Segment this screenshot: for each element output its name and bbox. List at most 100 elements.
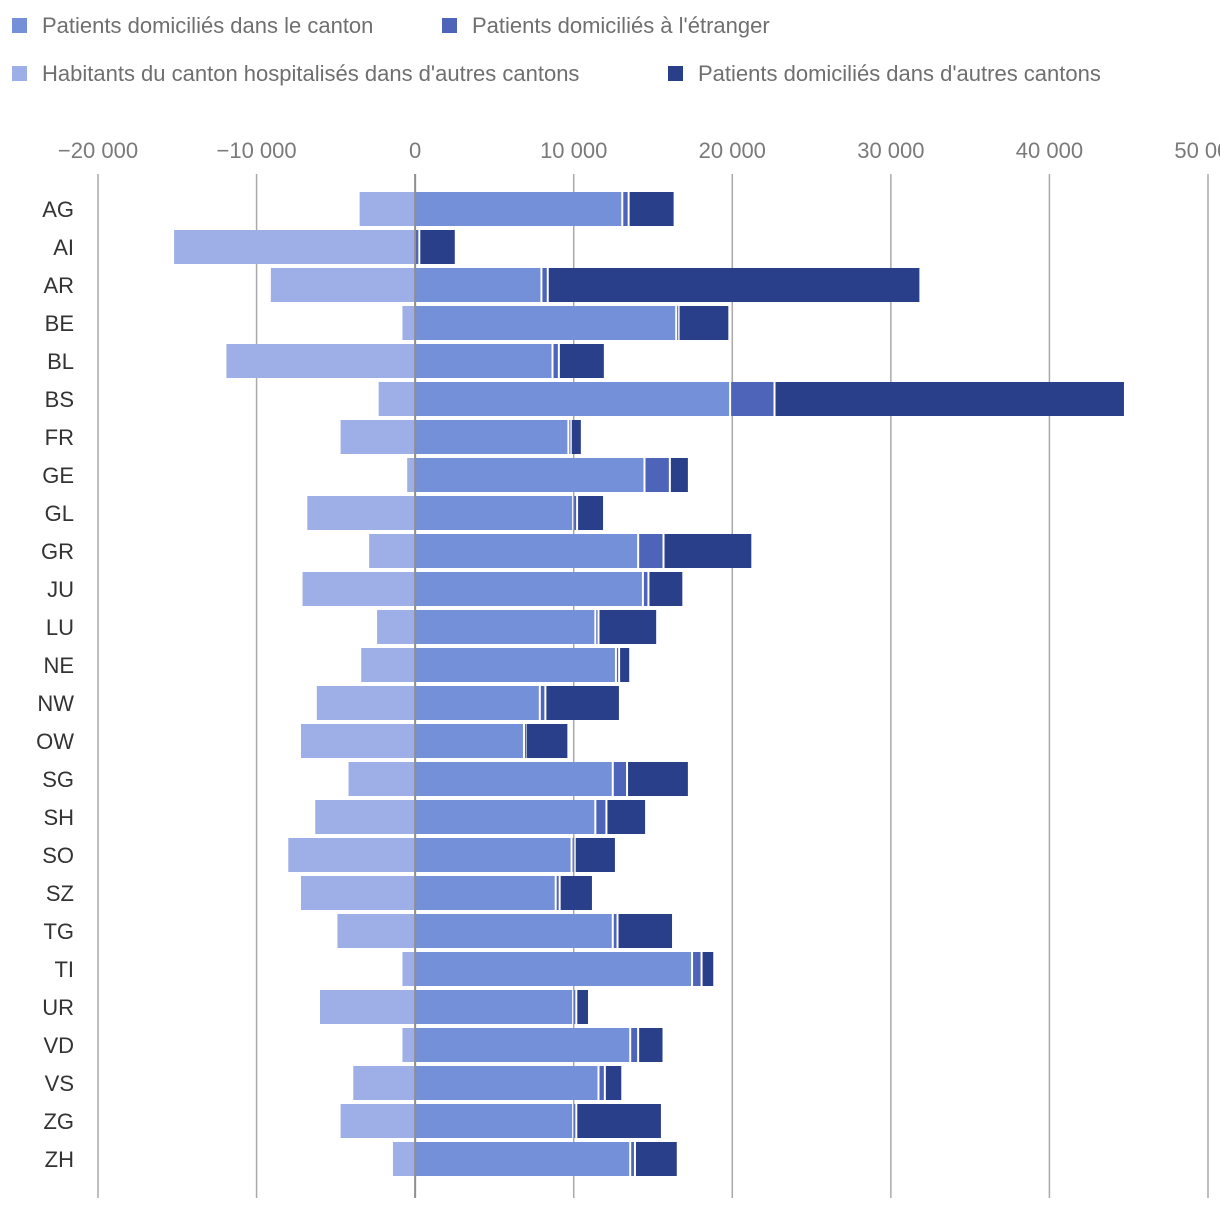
bar-so-habitants-du-canton-hospitalises-dans-d-autres-cantons[interactable] xyxy=(288,838,416,872)
bar-vd-patients-domicilies-dans-d-autres-cantons[interactable] xyxy=(639,1028,663,1062)
bar-fr-patients-domicilies-dans-d-autres-cantons[interactable] xyxy=(571,420,581,454)
bar-ow-patients-domicilies-dans-le-canton[interactable] xyxy=(415,724,523,758)
bar-vd-patients-domicilies-a-l-etranger[interactable] xyxy=(631,1028,638,1062)
bar-ne-habitants-du-canton-hospitalises-dans-d-autres-cantons[interactable] xyxy=(361,648,416,682)
bar-gl-patients-domicilies-a-l-etranger[interactable] xyxy=(574,496,577,530)
bar-ur-patients-domicilies-a-l-etranger[interactable] xyxy=(574,990,576,1024)
bar-ar-patients-domicilies-dans-le-canton[interactable] xyxy=(415,268,541,302)
bar-ne-patients-domicilies-dans-d-autres-cantons[interactable] xyxy=(620,648,630,682)
bar-ai-patients-domicilies-a-l-etranger[interactable] xyxy=(415,230,419,264)
bar-ar-patients-domicilies-dans-d-autres-cantons[interactable] xyxy=(548,268,920,302)
bar-sz-habitants-du-canton-hospitalises-dans-d-autres-cantons[interactable] xyxy=(300,876,416,910)
bar-vd-patients-domicilies-dans-le-canton[interactable] xyxy=(415,1028,630,1062)
bar-sz-patients-domicilies-dans-d-autres-cantons[interactable] xyxy=(560,876,592,910)
bar-ne-patients-domicilies-a-l-etranger[interactable] xyxy=(616,648,619,682)
bar-tg-patients-domicilies-dans-le-canton[interactable] xyxy=(415,914,612,948)
bar-fr-habitants-du-canton-hospitalises-dans-d-autres-cantons[interactable] xyxy=(340,420,416,454)
bar-vs-patients-domicilies-dans-le-canton[interactable] xyxy=(415,1066,598,1100)
bar-ti-patients-domicilies-dans-d-autres-cantons[interactable] xyxy=(702,952,714,986)
bar-bs-patients-domicilies-a-l-etranger[interactable] xyxy=(731,382,774,416)
bar-zh-patients-domicilies-dans-d-autres-cantons[interactable] xyxy=(635,1142,677,1176)
bar-ow-patients-domicilies-a-l-etranger[interactable] xyxy=(524,724,526,758)
bar-zg-patients-domicilies-a-l-etranger[interactable] xyxy=(574,1104,576,1138)
bar-ur-patients-domicilies-dans-le-canton[interactable] xyxy=(415,990,573,1024)
bar-fr-patients-domicilies-dans-le-canton[interactable] xyxy=(415,420,568,454)
bar-be-patients-domicilies-dans-le-canton[interactable] xyxy=(415,306,676,340)
bar-zg-patients-domicilies-dans-le-canton[interactable] xyxy=(415,1104,573,1138)
bar-zg-habitants-du-canton-hospitalises-dans-d-autres-cantons[interactable] xyxy=(340,1104,416,1138)
bar-ag-patients-domicilies-dans-d-autres-cantons[interactable] xyxy=(629,192,674,226)
bar-ar-patients-domicilies-a-l-etranger[interactable] xyxy=(542,268,547,302)
bar-bs-habitants-du-canton-hospitalises-dans-d-autres-cantons[interactable] xyxy=(378,382,416,416)
bar-ow-patients-domicilies-dans-d-autres-cantons[interactable] xyxy=(526,724,568,758)
bar-lu-patients-domicilies-dans-d-autres-cantons[interactable] xyxy=(599,610,657,644)
bar-ge-habitants-du-canton-hospitalises-dans-d-autres-cantons[interactable] xyxy=(407,458,416,492)
bar-sz-patients-domicilies-dans-le-canton[interactable] xyxy=(415,876,555,910)
bar-sg-habitants-du-canton-hospitalises-dans-d-autres-cantons[interactable] xyxy=(348,762,416,796)
bar-ag-patients-domicilies-a-l-etranger[interactable] xyxy=(623,192,628,226)
legend-item-patients-domicilies-dans-le-canton[interactable]: Patients domiciliés dans le canton xyxy=(12,13,373,38)
legend-item-patients-domicilies-a-l-etranger[interactable]: Patients domiciliés à l'étranger xyxy=(442,13,770,38)
bar-gr-patients-domicilies-dans-d-autres-cantons[interactable] xyxy=(664,534,752,568)
bar-ju-patients-domicilies-dans-d-autres-cantons[interactable] xyxy=(649,572,683,606)
bar-ge-patients-domicilies-a-l-etranger[interactable] xyxy=(645,458,669,492)
bar-lu-patients-domicilies-dans-le-canton[interactable] xyxy=(415,610,595,644)
bar-ne-patients-domicilies-dans-le-canton[interactable] xyxy=(415,648,615,682)
bar-zh-patients-domicilies-dans-le-canton[interactable] xyxy=(415,1142,630,1176)
bar-sg-patients-domicilies-dans-le-canton[interactable] xyxy=(415,762,612,796)
bar-gl-patients-domicilies-dans-d-autres-cantons[interactable] xyxy=(578,496,604,530)
bar-ai-patients-domicilies-dans-d-autres-cantons[interactable] xyxy=(420,230,455,264)
bar-lu-patients-domicilies-a-l-etranger[interactable] xyxy=(596,610,598,644)
bar-tg-habitants-du-canton-hospitalises-dans-d-autres-cantons[interactable] xyxy=(337,914,416,948)
bar-sg-patients-domicilies-dans-d-autres-cantons[interactable] xyxy=(628,762,688,796)
bar-ai-habitants-du-canton-hospitalises-dans-d-autres-cantons[interactable] xyxy=(174,230,416,264)
bar-sz-patients-domicilies-a-l-etranger[interactable] xyxy=(556,876,559,910)
legend-item-habitants-du-canton-hospitalises-dans-d-autres-cantons[interactable]: Habitants du canton hospitalisés dans d'… xyxy=(12,61,579,86)
bar-zh-patients-domicilies-a-l-etranger[interactable] xyxy=(631,1142,634,1176)
bar-ge-patients-domicilies-dans-le-canton[interactable] xyxy=(415,458,644,492)
bar-bl-patients-domicilies-dans-le-canton[interactable] xyxy=(415,344,552,378)
bar-fr-patients-domicilies-a-l-etranger[interactable] xyxy=(569,420,571,454)
bar-bs-patients-domicilies-dans-d-autres-cantons[interactable] xyxy=(775,382,1124,416)
bar-gr-habitants-du-canton-hospitalises-dans-d-autres-cantons[interactable] xyxy=(369,534,416,568)
bar-so-patients-domicilies-dans-le-canton[interactable] xyxy=(415,838,571,872)
bar-gr-patients-domicilies-dans-le-canton[interactable] xyxy=(415,534,638,568)
bar-vd-habitants-du-canton-hospitalises-dans-d-autres-cantons[interactable] xyxy=(402,1028,416,1062)
bar-tg-patients-domicilies-dans-d-autres-cantons[interactable] xyxy=(618,914,673,948)
bar-bl-patients-domicilies-dans-d-autres-cantons[interactable] xyxy=(559,344,604,378)
bar-zg-patients-domicilies-dans-d-autres-cantons[interactable] xyxy=(577,1104,661,1138)
bar-bs-patients-domicilies-dans-le-canton[interactable] xyxy=(415,382,730,416)
bar-sh-habitants-du-canton-hospitalises-dans-d-autres-cantons[interactable] xyxy=(315,800,416,834)
bar-vs-patients-domicilies-a-l-etranger[interactable] xyxy=(599,1066,604,1100)
bar-nw-patients-domicilies-dans-le-canton[interactable] xyxy=(415,686,539,720)
bar-ar-habitants-du-canton-hospitalises-dans-d-autres-cantons[interactable] xyxy=(270,268,416,302)
bar-ti-patients-domicilies-a-l-etranger[interactable] xyxy=(693,952,701,986)
bar-zh-habitants-du-canton-hospitalises-dans-d-autres-cantons[interactable] xyxy=(392,1142,416,1176)
bar-ju-habitants-du-canton-hospitalises-dans-d-autres-cantons[interactable] xyxy=(302,572,416,606)
bar-ur-habitants-du-canton-hospitalises-dans-d-autres-cantons[interactable] xyxy=(320,990,416,1024)
bar-ti-patients-domicilies-dans-le-canton[interactable] xyxy=(415,952,692,986)
bar-ag-patients-domicilies-dans-le-canton[interactable] xyxy=(415,192,622,226)
bar-sh-patients-domicilies-dans-d-autres-cantons[interactable] xyxy=(607,800,646,834)
bar-vs-habitants-du-canton-hospitalises-dans-d-autres-cantons[interactable] xyxy=(353,1066,416,1100)
bar-so-patients-domicilies-dans-d-autres-cantons[interactable] xyxy=(575,838,615,872)
bar-nw-patients-domicilies-dans-d-autres-cantons[interactable] xyxy=(546,686,619,720)
bar-bl-habitants-du-canton-hospitalises-dans-d-autres-cantons[interactable] xyxy=(226,344,416,378)
bar-vs-patients-domicilies-dans-d-autres-cantons[interactable] xyxy=(605,1066,622,1100)
bar-ju-patients-domicilies-a-l-etranger[interactable] xyxy=(643,572,648,606)
bar-ju-patients-domicilies-dans-le-canton[interactable] xyxy=(415,572,642,606)
legend-item-patients-domicilies-dans-d-autres-cantons[interactable]: Patients domiciliés dans d'autres canton… xyxy=(668,61,1101,86)
bar-sg-patients-domicilies-a-l-etranger[interactable] xyxy=(613,762,627,796)
bar-ge-patients-domicilies-dans-d-autres-cantons[interactable] xyxy=(670,458,688,492)
bar-nw-patients-domicilies-a-l-etranger[interactable] xyxy=(540,686,545,720)
bar-gl-patients-domicilies-dans-le-canton[interactable] xyxy=(415,496,573,530)
bar-lu-habitants-du-canton-hospitalises-dans-d-autres-cantons[interactable] xyxy=(377,610,416,644)
bar-be-patients-domicilies-dans-d-autres-cantons[interactable] xyxy=(679,306,729,340)
bar-sh-patients-domicilies-dans-le-canton[interactable] xyxy=(415,800,595,834)
bar-ow-habitants-du-canton-hospitalises-dans-d-autres-cantons[interactable] xyxy=(300,724,416,758)
bar-be-patients-domicilies-a-l-etranger[interactable] xyxy=(677,306,679,340)
bar-nw-habitants-du-canton-hospitalises-dans-d-autres-cantons[interactable] xyxy=(316,686,416,720)
bar-gr-patients-domicilies-a-l-etranger[interactable] xyxy=(639,534,663,568)
bar-ur-patients-domicilies-dans-d-autres-cantons[interactable] xyxy=(577,990,588,1024)
bar-sh-patients-domicilies-a-l-etranger[interactable] xyxy=(596,800,606,834)
